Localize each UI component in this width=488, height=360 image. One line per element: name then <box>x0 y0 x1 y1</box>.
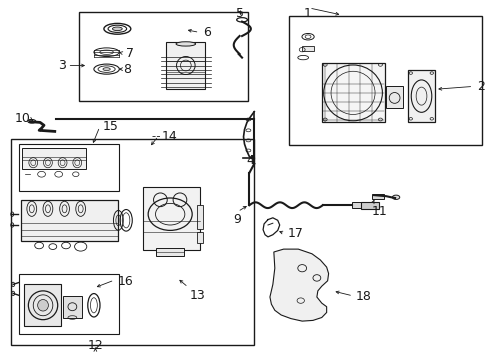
Text: 13: 13 <box>189 289 205 302</box>
Bar <box>351 202 360 208</box>
Text: 5: 5 <box>235 7 243 20</box>
Bar <box>24 284 61 326</box>
Bar <box>407 70 434 122</box>
Text: 6: 6 <box>203 26 210 39</box>
Text: 18: 18 <box>355 291 371 303</box>
Bar <box>197 205 203 229</box>
Bar <box>143 187 199 250</box>
Bar <box>166 42 205 89</box>
Ellipse shape <box>391 195 399 199</box>
Text: 10: 10 <box>15 112 30 125</box>
Bar <box>62 296 82 318</box>
Bar <box>288 16 481 145</box>
Text: 3: 3 <box>58 59 66 72</box>
Ellipse shape <box>176 42 195 46</box>
Ellipse shape <box>112 27 122 31</box>
Text: 9: 9 <box>233 213 241 226</box>
Bar <box>197 232 203 243</box>
Bar <box>79 12 247 101</box>
Text: 14: 14 <box>161 130 177 143</box>
Text: 7: 7 <box>126 47 134 60</box>
Text: 4: 4 <box>246 154 254 167</box>
Text: 8: 8 <box>123 63 131 76</box>
Bar <box>155 248 183 256</box>
Bar <box>360 202 379 209</box>
Bar <box>19 144 119 191</box>
Text: 2: 2 <box>476 80 484 93</box>
Bar <box>11 139 254 345</box>
Text: 17: 17 <box>287 227 303 240</box>
Bar <box>22 148 85 169</box>
Bar <box>321 63 385 122</box>
Bar <box>302 46 314 51</box>
Polygon shape <box>269 249 328 321</box>
Text: 15: 15 <box>102 120 118 133</box>
Bar <box>20 200 118 241</box>
Text: 12: 12 <box>87 339 103 352</box>
Text: 16: 16 <box>117 275 133 288</box>
Ellipse shape <box>38 300 48 311</box>
Bar <box>19 274 119 334</box>
Text: 1: 1 <box>304 7 311 20</box>
Bar <box>371 194 383 199</box>
Text: 11: 11 <box>371 205 386 218</box>
Bar <box>386 86 403 108</box>
Ellipse shape <box>102 68 110 71</box>
